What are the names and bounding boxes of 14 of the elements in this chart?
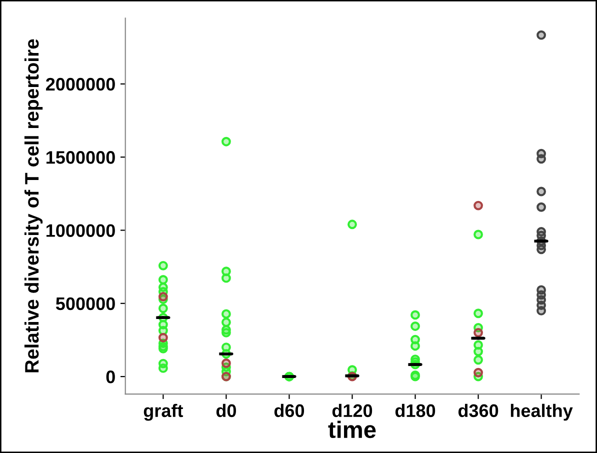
y-axis-title: Relative diversity of T cell repertoire <box>24 39 43 372</box>
x-tick-label: d180 <box>395 404 436 418</box>
y-tick-label: 1500000 <box>46 151 115 164</box>
x-tick-label: graft <box>144 404 184 421</box>
y-tick-label: 1000000 <box>46 224 115 237</box>
y-tick-label: 0 <box>106 370 115 384</box>
x-tick-label: d120 <box>332 404 372 418</box>
x-tick-label: d0 <box>216 404 236 418</box>
y-tick-label: 2000000 <box>46 78 115 91</box>
x-tick-label: healthy <box>510 404 573 421</box>
y-tick-label: 500000 <box>56 297 115 310</box>
x-tick-label: d60 <box>274 404 304 418</box>
x-tick-label: d360 <box>458 404 498 418</box>
x-axis-title: time <box>328 420 376 438</box>
